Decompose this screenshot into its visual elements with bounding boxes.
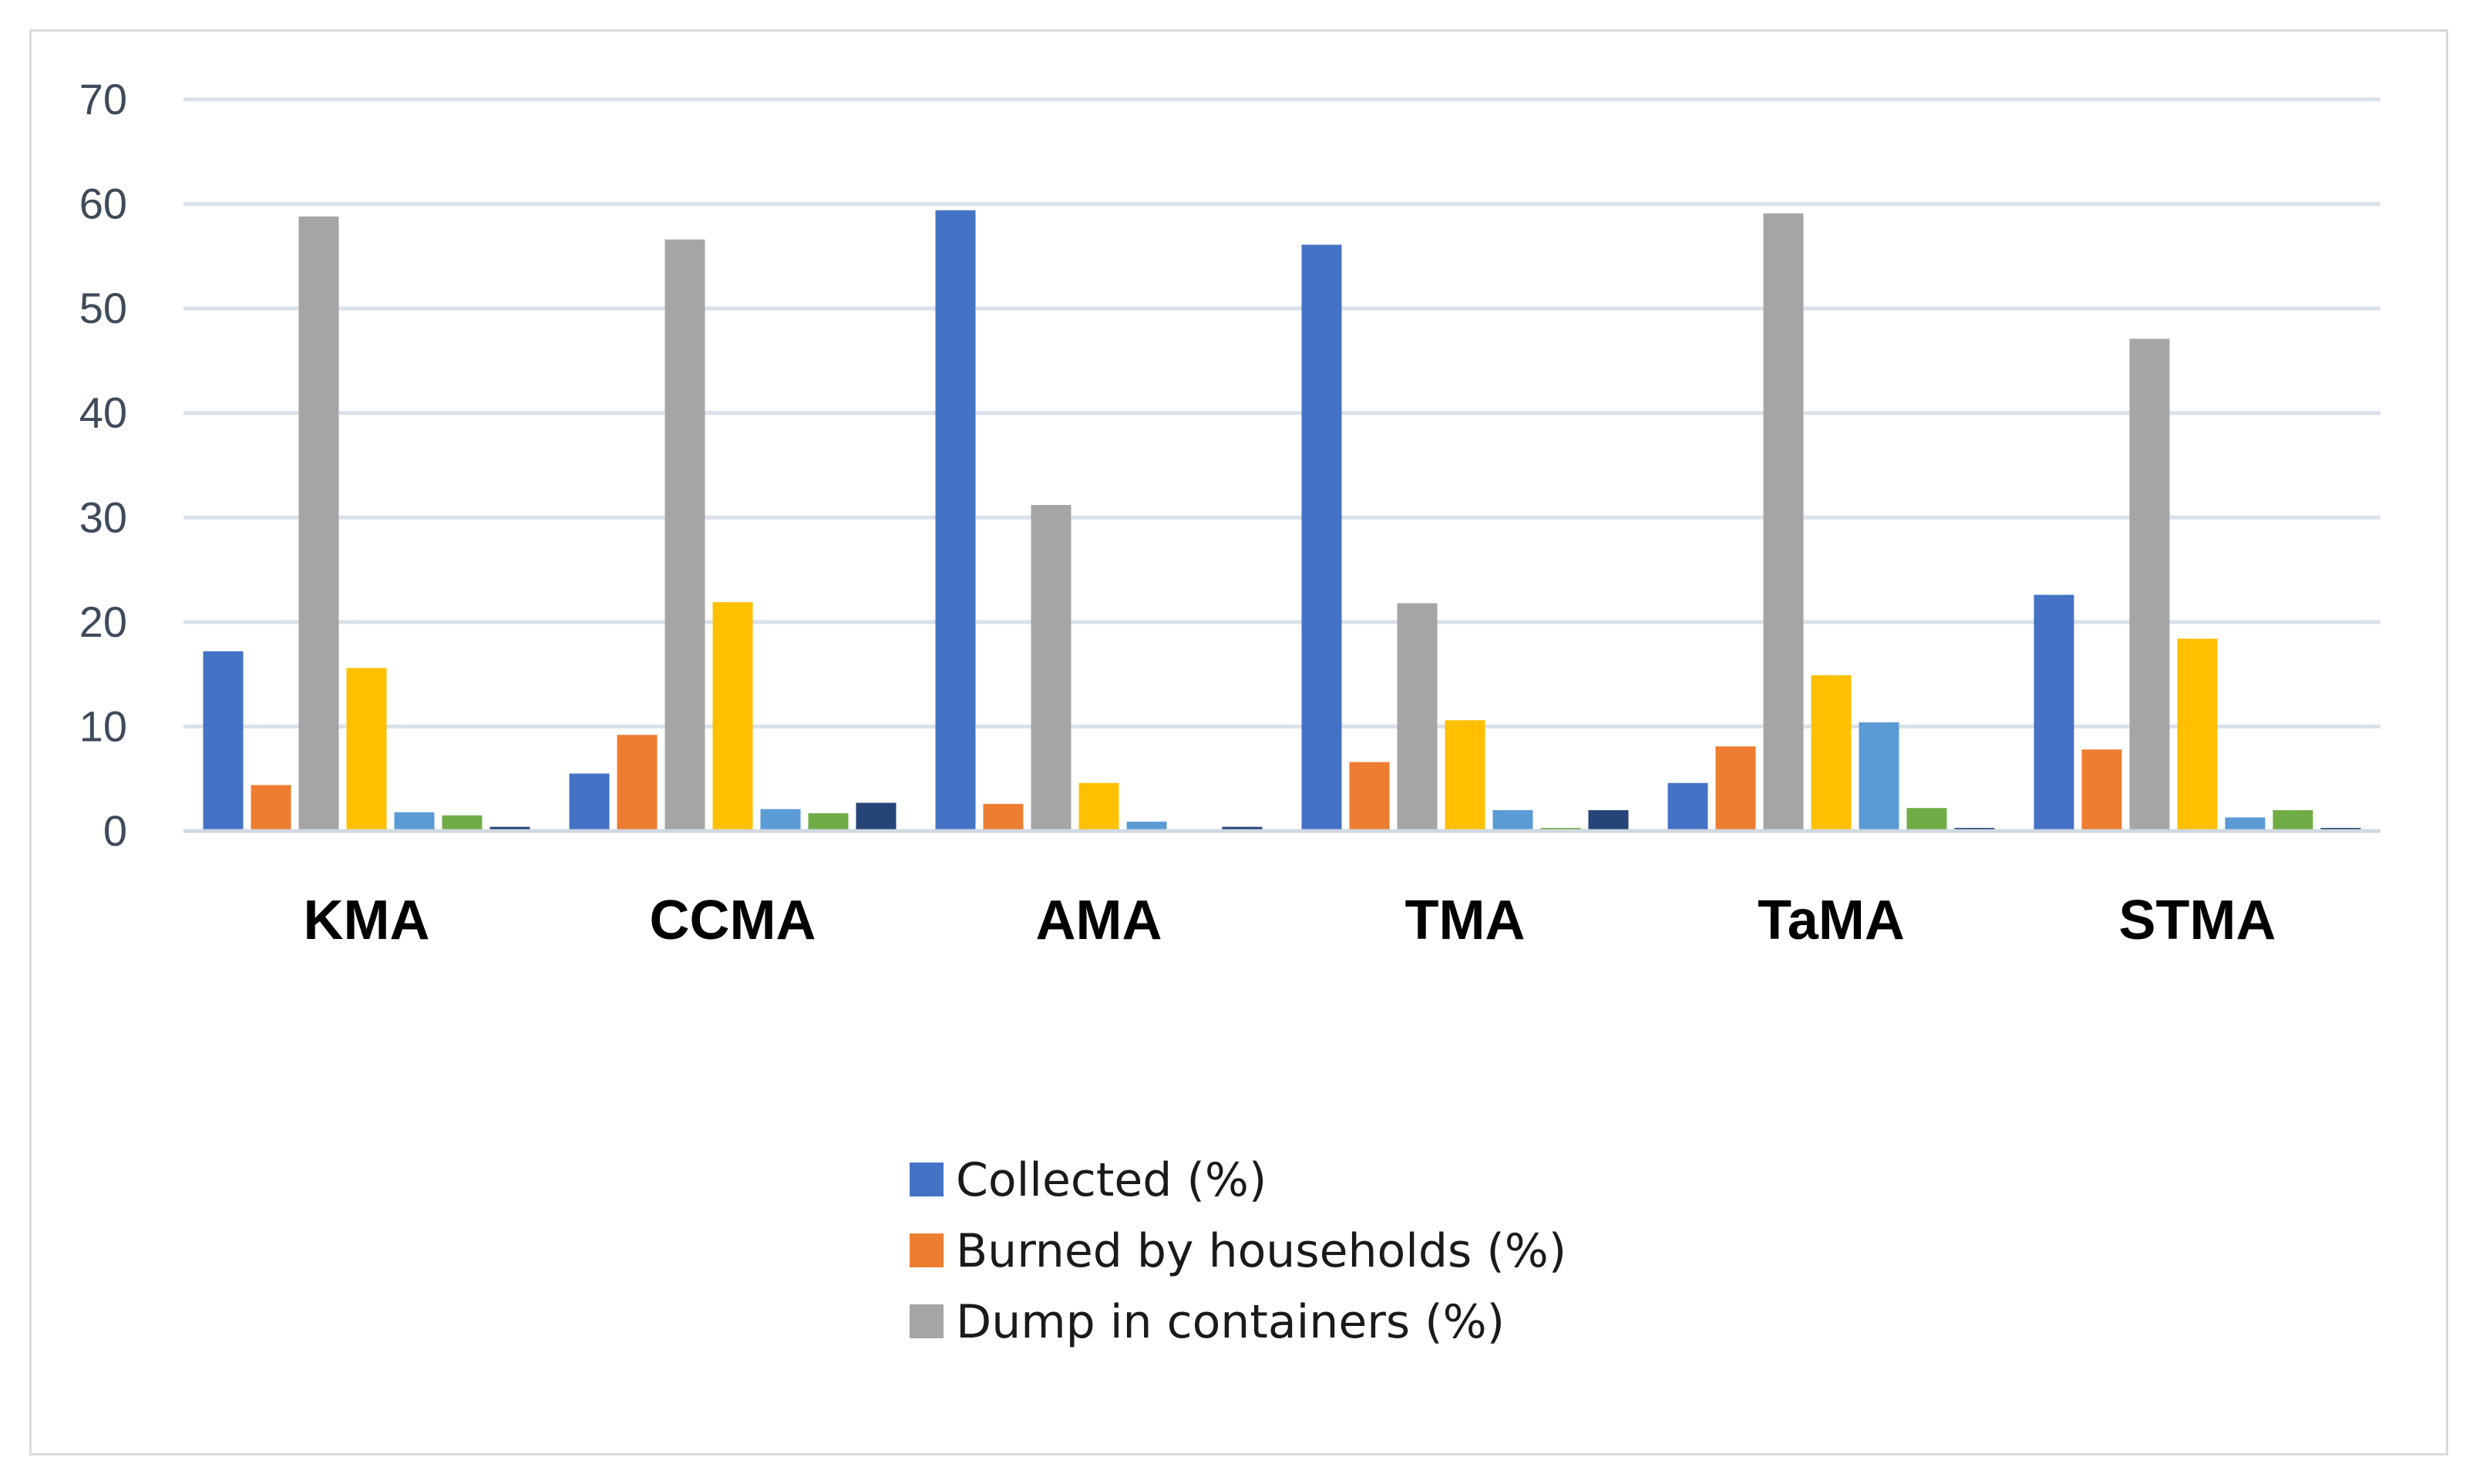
bar-tma-series-1 (1301, 244, 1342, 831)
category-label: TaMA (1758, 890, 1905, 951)
bar-ccma-series-6 (808, 813, 849, 831)
category-label: AMA (1036, 890, 1162, 951)
category-label: CCMA (650, 890, 816, 951)
bar-tama-series-2 (1715, 746, 1756, 831)
category-label: KMA (304, 890, 430, 951)
bar-stma-series-3 (2129, 338, 2170, 831)
bar-ama-series-7 (1222, 826, 1263, 831)
bar-ccma-series-3 (664, 239, 705, 831)
bar-ccma-series-5 (760, 809, 801, 831)
bar-tama-series-4 (1811, 675, 1852, 831)
bar-ama-series-3 (1031, 505, 1071, 831)
bar-ama-series-2 (983, 803, 1024, 831)
bar-tma-series-7 (1588, 809, 1629, 831)
legend-label: Burned by households (%) (956, 1224, 1566, 1278)
y-tick-label: 70 (79, 75, 127, 123)
bar-kma-series-1 (203, 651, 244, 831)
bar-tma-series-5 (1492, 809, 1533, 831)
legend-swatch (910, 1163, 944, 1196)
gridlines (183, 97, 2380, 729)
y-tick-label: 10 (79, 702, 127, 750)
bar-stma-series-1 (2034, 594, 2074, 831)
bar-kma-series-2 (251, 785, 291, 831)
bar-stma-series-5 (2225, 817, 2266, 831)
bar-stma-series-2 (2081, 749, 2122, 831)
bar-tama-series-3 (1763, 213, 1804, 832)
y-tick-label: 60 (79, 180, 127, 228)
y-tick-label: 0 (103, 806, 127, 855)
y-tick-label: 20 (79, 597, 127, 646)
y-tick-label: 30 (79, 493, 127, 541)
legend: Collected (%) Burned by households (%) Dum… (910, 1153, 1566, 1349)
bar-stma-series-4 (2177, 638, 2218, 831)
bar-kma-series-3 (298, 216, 339, 832)
bar-tama-series-6 (1906, 808, 1947, 831)
bar-ama-series-4 (1078, 782, 1119, 831)
legend-label: Collected (%) (956, 1153, 1267, 1207)
bar-ccma-series-2 (617, 735, 658, 831)
bar-tma-series-2 (1349, 762, 1390, 831)
legend-swatch (910, 1233, 944, 1267)
category-label: STMA (2119, 890, 2276, 951)
legend-label: Dump in containers (%) (956, 1295, 1505, 1349)
bar-kma-series-5 (394, 812, 435, 831)
category-labels: KMA CCMA AMA TMA TaMA STMA (304, 890, 2276, 951)
bar-ccma-series-1 (569, 773, 610, 831)
bar-kma-series-4 (346, 668, 387, 831)
bar-tma-series-3 (1397, 603, 1438, 831)
y-tick-label: 50 (79, 284, 127, 332)
bar-ama-series-1 (935, 210, 976, 832)
bar-tma-series-4 (1445, 720, 1485, 831)
bar-tama-series-1 (1667, 782, 1708, 831)
legend-swatch (910, 1304, 944, 1338)
bar-tama-series-5 (1859, 722, 1899, 831)
bar-ccma-series-7 (856, 803, 897, 831)
bar-kma-series-7 (489, 826, 530, 831)
bar-stma-series-6 (2272, 809, 2313, 831)
y-tick-label: 40 (79, 389, 127, 437)
bar-kma-series-6 (442, 815, 483, 831)
category-label: TMA (1405, 890, 1526, 951)
bar-ccma-series-4 (712, 602, 753, 831)
bar-ama-series-5 (1126, 821, 1167, 831)
bars (203, 210, 2361, 832)
y-axis-ticks: 0 10 20 30 40 50 60 70 (79, 75, 127, 855)
